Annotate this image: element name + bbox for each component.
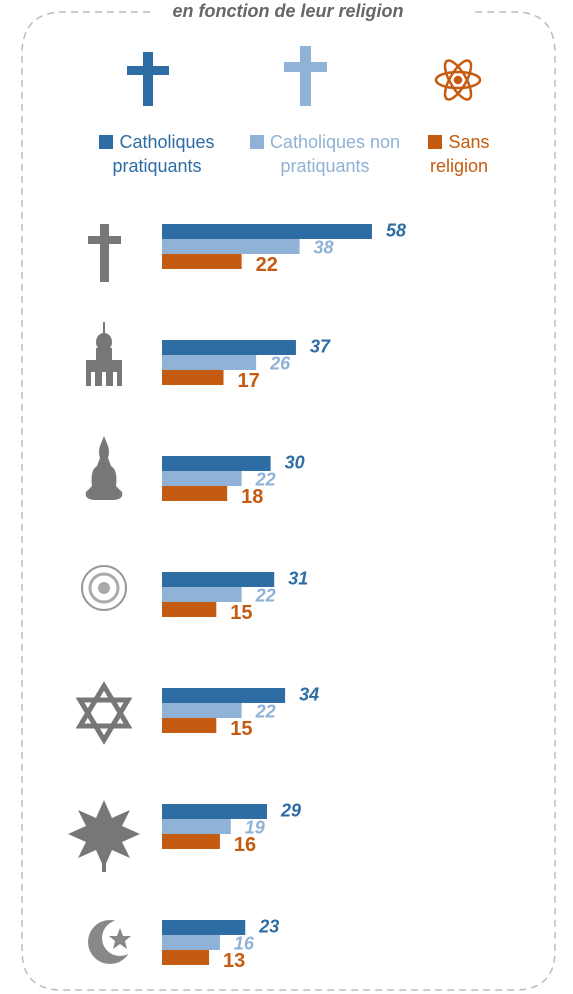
chart-title: en fonction de leur religion bbox=[172, 1, 403, 21]
bar bbox=[162, 935, 220, 950]
bar bbox=[162, 950, 210, 965]
bar bbox=[162, 920, 246, 935]
icon-church bbox=[86, 322, 122, 386]
icon-atom bbox=[434, 59, 482, 101]
icon-cross-light bbox=[284, 46, 327, 106]
bar bbox=[162, 602, 217, 617]
bar bbox=[162, 456, 271, 471]
bar bbox=[162, 572, 275, 587]
value-label: 22 bbox=[255, 701, 276, 721]
icon-rosette bbox=[81, 565, 127, 611]
legend-item: Catholiques pratiquants bbox=[82, 130, 232, 178]
value-label: 23 bbox=[258, 916, 279, 936]
bar bbox=[162, 224, 372, 239]
value-label: 16 bbox=[234, 933, 255, 953]
value-label: 29 bbox=[280, 800, 301, 820]
value-label: 19 bbox=[245, 817, 265, 837]
bar bbox=[162, 804, 267, 819]
value-label: 58 bbox=[386, 220, 406, 240]
icon-star-of-david bbox=[75, 681, 133, 745]
bar bbox=[162, 254, 242, 269]
bar bbox=[162, 239, 300, 254]
bar bbox=[162, 471, 242, 486]
legend-swatch bbox=[99, 135, 114, 149]
value-label: 22 bbox=[255, 585, 276, 605]
value-label: 17 bbox=[238, 370, 260, 392]
bar bbox=[162, 486, 228, 501]
value-label: 22 bbox=[256, 254, 278, 276]
value-label: 30 bbox=[285, 452, 305, 472]
bar bbox=[162, 718, 217, 733]
bar bbox=[162, 370, 224, 385]
icon-huguenot-cross bbox=[68, 800, 140, 872]
bar bbox=[162, 688, 286, 703]
value-label: 31 bbox=[288, 568, 308, 588]
bar bbox=[162, 819, 231, 834]
icon-cross-dark bbox=[127, 52, 169, 106]
value-label: 15 bbox=[230, 718, 252, 740]
legend-swatch bbox=[428, 135, 443, 149]
value-label: 37 bbox=[310, 336, 331, 356]
value-label: 15 bbox=[230, 602, 252, 624]
value-label: 26 bbox=[269, 353, 291, 373]
legend-label: Catholiques pratiquants bbox=[112, 132, 215, 176]
bar bbox=[162, 587, 242, 602]
legend-item: Sans religion bbox=[416, 130, 502, 178]
value-label: 13 bbox=[223, 950, 245, 972]
bar bbox=[162, 834, 220, 849]
icon-buddha bbox=[85, 436, 123, 500]
legend-item: Catholiques non pratiquants bbox=[240, 130, 410, 178]
value-label: 16 bbox=[234, 834, 256, 856]
icon-crescent bbox=[88, 920, 138, 964]
legend-label: Catholiques non pratiquants bbox=[269, 132, 401, 176]
legend-label: Sans religion bbox=[429, 132, 490, 176]
icon-cross bbox=[88, 224, 121, 282]
value-label: 34 bbox=[299, 684, 319, 704]
value-label: 18 bbox=[241, 486, 263, 508]
legend-swatch bbox=[249, 135, 264, 149]
bar bbox=[162, 703, 242, 718]
value-label: 22 bbox=[255, 469, 276, 489]
bar bbox=[162, 340, 296, 355]
value-label: 38 bbox=[314, 237, 334, 257]
bar bbox=[162, 355, 257, 370]
